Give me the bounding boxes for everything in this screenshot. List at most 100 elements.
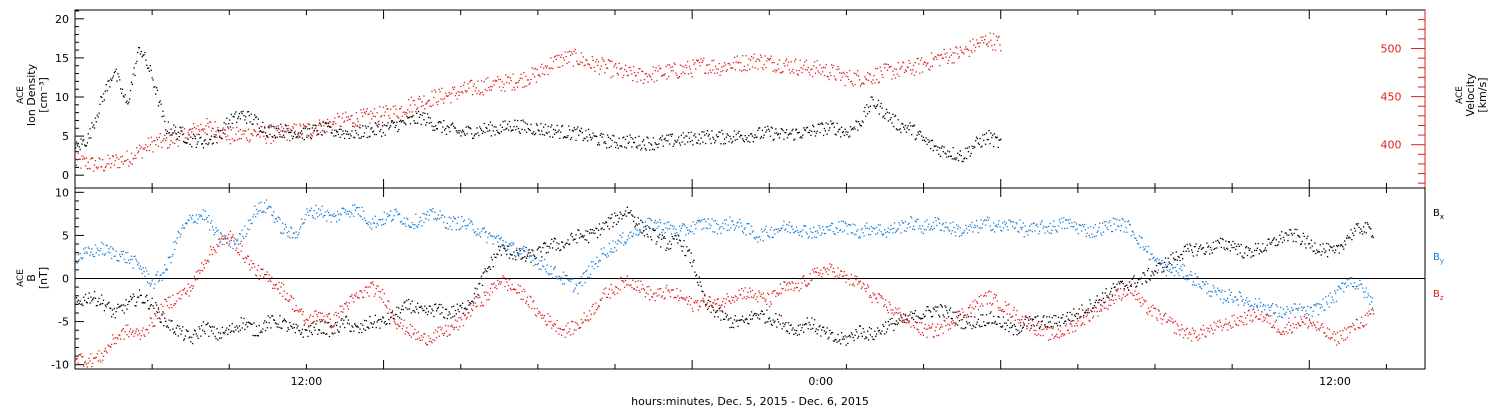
density-point — [780, 133, 781, 134]
velocity-point — [84, 158, 85, 159]
bfield-point-bx — [1144, 274, 1145, 275]
bfield-point-by — [878, 224, 879, 225]
bfield-point-bx — [916, 316, 917, 317]
density-point — [978, 143, 979, 144]
bfield-point-bx — [1350, 229, 1351, 230]
bfield-point-bx — [593, 230, 594, 231]
density-point — [881, 108, 882, 109]
density-point — [314, 130, 315, 131]
bfield-point-by — [328, 212, 329, 213]
bfield-point-bx — [968, 316, 969, 317]
bfield-point-bx — [841, 332, 842, 333]
bfield-point-by — [1180, 266, 1181, 267]
bfield-point-by — [710, 225, 711, 226]
bfield-point-by — [143, 271, 144, 272]
velocity-point — [234, 140, 235, 141]
bfield-point-by — [896, 231, 897, 232]
bfield-point-bx — [105, 305, 106, 306]
density-point — [555, 130, 556, 131]
bfield-point-bx — [563, 246, 564, 247]
bfield-point-bx — [818, 326, 819, 327]
bfield-point-bx — [303, 337, 304, 338]
bfield-point-by — [500, 238, 501, 239]
bfield-point-bx — [1213, 242, 1214, 243]
bfield-point-by — [371, 229, 372, 230]
velocity-point — [170, 144, 171, 145]
velocity-point — [840, 80, 841, 81]
density-point — [476, 127, 477, 128]
density-point — [239, 113, 240, 114]
velocity-point — [363, 109, 364, 110]
bfield-point-bx — [630, 210, 631, 211]
bfield-point-by — [855, 234, 856, 235]
velocity-point — [926, 65, 927, 66]
velocity-point — [908, 67, 909, 68]
bfield-point-bx — [162, 311, 163, 312]
bfield-point-by — [1054, 226, 1055, 227]
density-point — [396, 122, 397, 123]
bfield-point-bx — [467, 309, 468, 310]
bfield-point-by — [1197, 276, 1198, 277]
velocity-point — [185, 137, 186, 138]
bfield-point-by — [1133, 234, 1134, 235]
velocity-point — [935, 57, 936, 58]
bfield-point-by — [140, 266, 141, 267]
velocity-point — [978, 42, 979, 43]
bfield-point-by — [244, 226, 245, 227]
bfield-point-by — [1228, 302, 1229, 303]
bfield-point-by — [624, 242, 625, 243]
density-point — [312, 127, 313, 128]
velocity-point — [521, 74, 522, 75]
bfield-point-bx — [899, 320, 900, 321]
bfield-point-by — [229, 243, 230, 244]
bfield-point-bx — [1169, 262, 1170, 263]
velocity-point — [784, 65, 785, 66]
density-point — [898, 119, 899, 120]
density-point — [985, 144, 986, 145]
density-point — [371, 127, 372, 128]
bfield-point-bx — [127, 304, 128, 305]
bfield-point-bx — [639, 229, 640, 230]
density-point — [627, 136, 628, 137]
bfield-point-by — [414, 224, 415, 225]
bfield-point-by — [714, 231, 715, 232]
bfield-point-bx — [392, 310, 393, 311]
density-point — [482, 133, 483, 134]
bfield-point-bx — [233, 331, 234, 332]
velocity-point — [77, 159, 78, 160]
velocity-point — [318, 125, 319, 126]
bfield-point-bx — [1331, 247, 1332, 248]
velocity-point — [897, 74, 898, 75]
bfield-point-by — [1280, 307, 1281, 308]
bfield-point-by — [1185, 279, 1186, 280]
bfield-point-bx — [1028, 320, 1029, 321]
bfield-point-bx — [1034, 325, 1035, 326]
bfield-point-bx — [112, 309, 113, 310]
bfield-point-bx — [1093, 307, 1094, 308]
bfield-point-by — [394, 215, 395, 216]
density-point — [845, 131, 846, 132]
bfield-point-by — [296, 231, 297, 232]
bfield-point-by — [178, 231, 179, 232]
density-ytick-label: 15 — [55, 52, 69, 65]
velocity-point — [524, 86, 525, 87]
bfield-point-by — [448, 228, 449, 229]
bfield-point-bx — [671, 244, 672, 245]
bfield-point-by — [1013, 221, 1014, 222]
bfield-point-bx — [1082, 309, 1083, 310]
bfield-point-by — [918, 228, 919, 229]
velocity-point — [772, 62, 773, 63]
density-point — [581, 128, 582, 129]
bfield-point-bx — [171, 320, 172, 321]
bfield-point-bx — [697, 282, 698, 283]
bfield-point-by — [420, 217, 421, 218]
bfield-point-bx — [549, 247, 550, 248]
density-point — [305, 128, 306, 129]
bfield-point-bx — [926, 310, 927, 311]
density-point — [249, 115, 250, 116]
velocity-point — [346, 117, 347, 118]
bfield-point-by — [1190, 271, 1191, 272]
bfield-point-by — [424, 213, 425, 214]
bfield-point-bx — [1021, 330, 1022, 331]
bfield-point-bx — [594, 233, 595, 234]
